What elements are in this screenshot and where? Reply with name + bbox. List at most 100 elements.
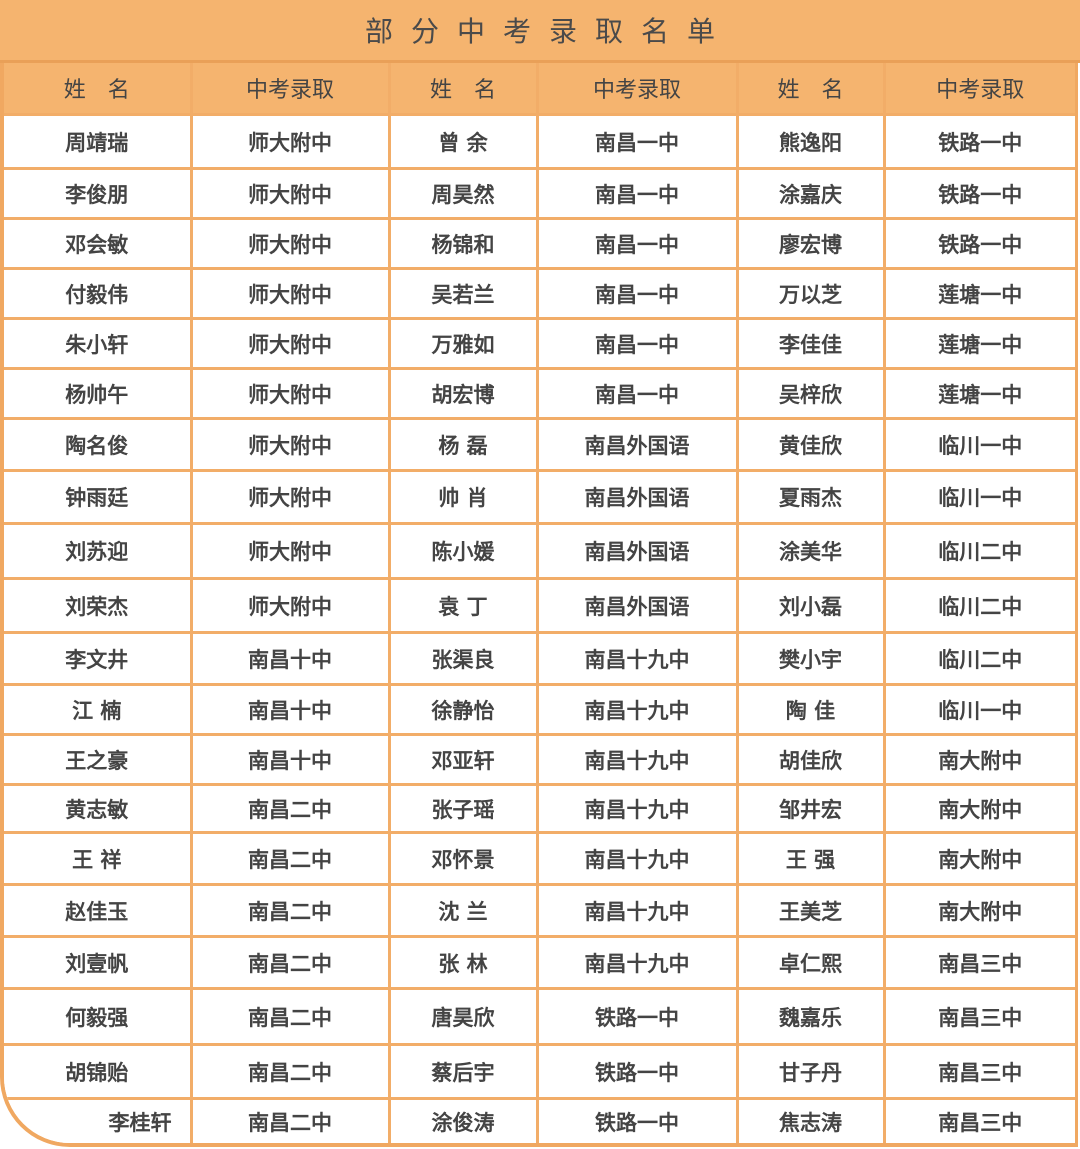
table-row: 赵佳玉 南昌二中沈 兰南昌十九中 王美芝 南大附中 [4,883,1075,938]
table-row: 江 楠南昌十中 徐静怡 南昌十九中陶 佳临川一中 [4,683,1075,736]
name-cell-1: 钟雨廷 [4,469,193,525]
name-cell-3: 黄佳欣 [735,417,886,472]
name-cell-2: 唐昊欣 [387,987,539,1046]
name-cell-2: 曾 余 [387,113,539,170]
name-cell-1: 朱小轩 [4,317,193,370]
table-row: 陶名俊 师大附中杨 磊南昌外国语 黄佳欣 临川一中 [4,417,1075,472]
name-cell-2: 帅 肖 [387,469,539,525]
name-cell-3: 刘小磊 [735,577,886,634]
name-cell-2: 吴若兰 [387,267,539,320]
name-cell-2: 徐静怡 [387,683,539,736]
school-cell-3: 临川二中 [882,577,1075,634]
name-cell-2: 邓亚轩 [387,733,539,786]
school-cell-1: 师大附中 [189,217,391,270]
table-row: 李文井 南昌十中 张渠良 南昌十九中 樊小宇 临川二中 [4,631,1075,686]
name-cell-1: 李俊朋 [4,167,193,220]
name-cell-3: 涂美华 [735,522,886,580]
school-cell-3: 南大附中 [882,831,1075,886]
school-cell-1: 南昌十中 [189,683,391,736]
table-row: 黄志敏 南昌二中 张子瑶 南昌十九中 邹井宏 南大附中 [4,783,1075,834]
school-cell-2: 南昌一中 [535,317,739,370]
table-row: 周靖瑞 师大附中曾 余南昌一中 熊逸阳 铁路一中 [4,113,1075,170]
school-cell-1: 师大附中 [189,267,391,320]
name-cell-3: 夏雨杰 [735,469,886,525]
header-school-1: 中考录取 [189,63,391,116]
name-cell-1: 刘荣杰 [4,577,193,634]
school-cell-3: 临川一中 [882,683,1075,736]
school-cell-1: 师大附中 [189,577,391,634]
school-cell-2: 南昌十九中 [535,631,739,686]
table-row: 杨帅午 师大附中 胡宏博 南昌一中 吴梓欣 莲塘一中 [4,367,1075,420]
name-cell-3: 胡佳欣 [735,733,886,786]
school-cell-3: 铁路一中 [882,113,1075,170]
name-cell-2: 周昊然 [387,167,539,220]
school-cell-3: 莲塘一中 [882,267,1075,320]
school-cell-2: 南昌外国语 [535,417,739,472]
name-cell-3: 焦志涛 [735,1097,886,1143]
table-row: 胡锦贻 南昌二中 蔡后宇 铁路一中 甘子丹 南昌三中 [4,1043,1075,1100]
school-cell-3: 南昌三中 [882,935,1075,990]
school-cell-1: 南昌十中 [189,733,391,786]
name-cell-3: 卓仁熙 [735,935,886,990]
table-row: 刘壹帆 南昌二中张 林南昌十九中 卓仁熙 南昌三中 [4,935,1075,990]
school-cell-1: 南昌二中 [189,935,391,990]
school-cell-2: 南昌一中 [535,217,739,270]
table-row: 李俊朋 师大附中 周昊然 南昌一中 涂嘉庆 铁路一中 [4,167,1075,220]
name-cell-1: 李文井 [4,631,193,686]
school-cell-1: 南昌二中 [189,883,391,938]
name-cell-1: 江 楠 [4,683,193,736]
name-cell-1: 黄志敏 [4,783,193,834]
school-cell-1: 师大附中 [189,367,391,420]
name-cell-3: 万以芝 [735,267,886,320]
school-cell-2: 南昌十九中 [535,783,739,834]
school-cell-2: 南昌一中 [535,367,739,420]
school-cell-3: 铁路一中 [882,217,1075,270]
school-cell-1: 师大附中 [189,522,391,580]
name-cell-3: 邹井宏 [735,783,886,834]
school-cell-2: 南昌一中 [535,267,739,320]
school-cell-1: 师大附中 [189,167,391,220]
school-cell-1: 师大附中 [189,113,391,170]
school-cell-2: 南昌十九中 [535,935,739,990]
name-cell-1: 陶名俊 [4,417,193,472]
name-cell-2: 杨 磊 [387,417,539,472]
table-row: 李桂轩 南昌二中 涂俊涛 铁路一中 焦志涛 南昌三中 [4,1097,1075,1143]
name-cell-1: 刘苏迎 [4,522,193,580]
name-cell-3: 廖宏博 [735,217,886,270]
name-cell-3: 王 强 [735,831,886,886]
school-cell-3: 南昌三中 [882,1097,1075,1143]
school-cell-1: 师大附中 [189,417,391,472]
name-cell-3: 甘子丹 [735,1043,886,1100]
school-cell-3: 南大附中 [882,883,1075,938]
name-cell-2: 杨锦和 [387,217,539,270]
table-row: 何毅强 南昌二中 唐昊欣 铁路一中 魏嘉乐 南昌三中 [4,987,1075,1046]
name-cell-2: 涂俊涛 [387,1097,539,1143]
name-cell-3: 樊小宇 [735,631,886,686]
school-cell-3: 莲塘一中 [882,367,1075,420]
school-cell-3: 铁路一中 [882,167,1075,220]
table-row: 王之豪 南昌十中 邓亚轩 南昌十九中 胡佳欣 南大附中 [4,733,1075,786]
name-cell-2: 袁 丁 [387,577,539,634]
table-row: 付毅伟 师大附中 吴若兰 南昌一中 万以芝 莲塘一中 [4,267,1075,320]
name-cell-3: 吴梓欣 [735,367,886,420]
school-cell-2: 南昌一中 [535,113,739,170]
school-cell-3: 南昌三中 [882,987,1075,1046]
name-cell-3: 涂嘉庆 [735,167,886,220]
school-cell-1: 南昌二中 [189,783,391,834]
admission-table-frame: 姓 名 中考录取 姓 名 中考录取 姓 名 中考录取 周靖瑞 师大附中曾 余南昌一… [0,63,1078,1147]
table-row: 邓会敏 师大附中 杨锦和 南昌一中 廖宏博 铁路一中 [4,217,1075,270]
table-row: 朱小轩 师大附中 万雅如 南昌一中 李佳佳 莲塘一中 [4,317,1075,370]
title-bar: 部分中考录取名单 [0,0,1080,63]
name-cell-2: 张 林 [387,935,539,990]
school-cell-2: 南昌外国语 [535,469,739,525]
school-cell-1: 师大附中 [189,469,391,525]
page-title: 部分中考录取名单 [364,15,733,48]
name-cell-3: 王美芝 [735,883,886,938]
admission-table: 姓 名 中考录取 姓 名 中考录取 姓 名 中考录取 周靖瑞 师大附中曾 余南昌一… [4,63,1075,1143]
school-cell-1: 南昌二中 [189,987,391,1046]
header-name-2: 姓 名 [387,63,539,116]
name-cell-1: 赵佳玉 [4,883,193,938]
school-cell-2: 南昌十九中 [535,733,739,786]
school-cell-1: 南昌二中 [189,1097,391,1143]
school-cell-3: 南昌三中 [882,1043,1075,1100]
